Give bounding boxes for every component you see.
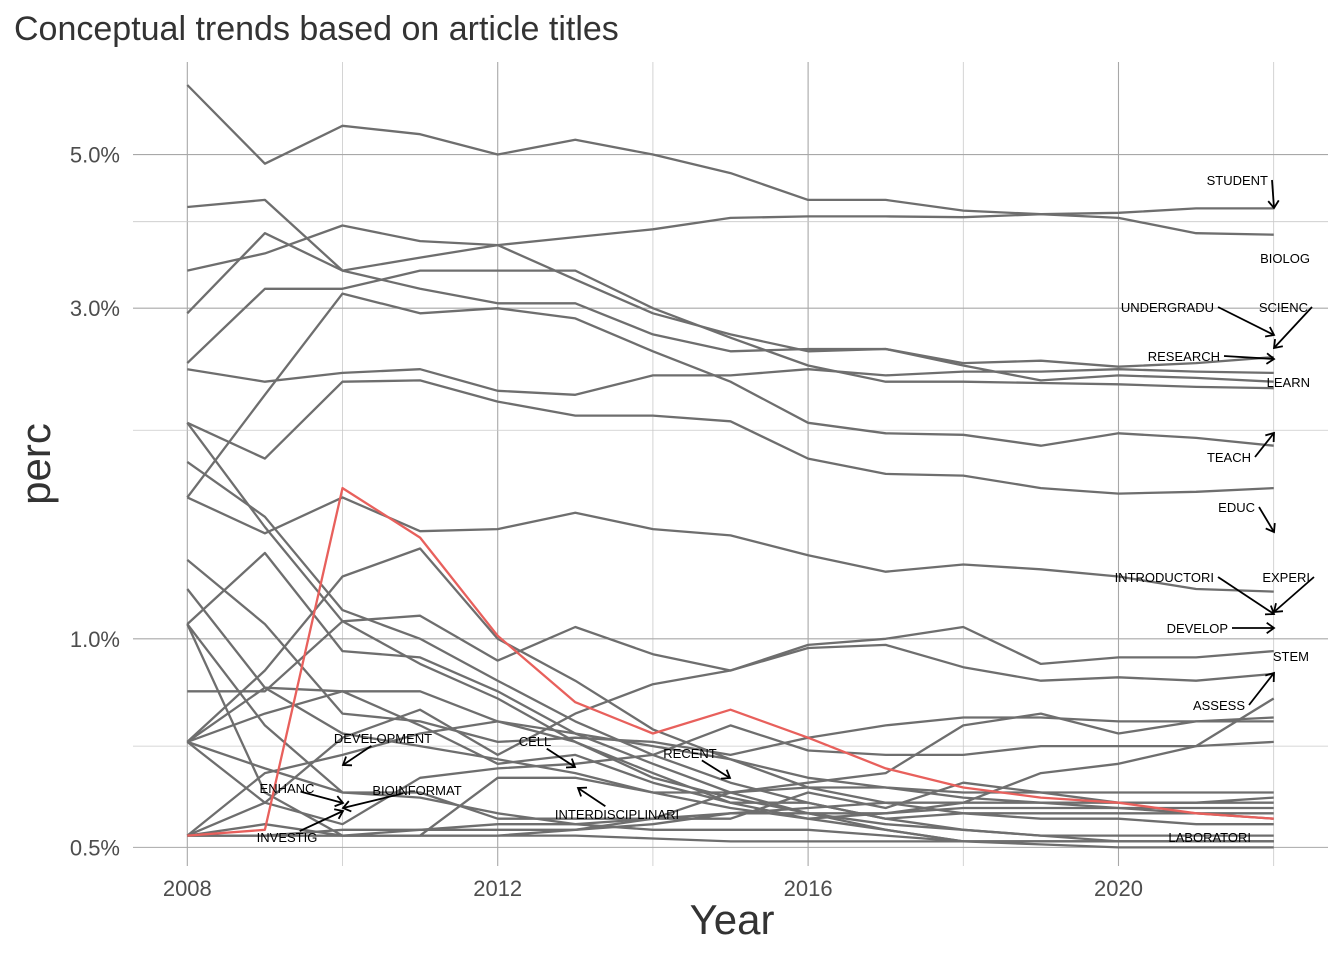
series-line-undergradu bbox=[186, 232, 1274, 383]
annotation-label-enhanc: ENHANC bbox=[260, 781, 315, 796]
series-line bbox=[186, 422, 1274, 837]
series-line-biolog bbox=[187, 198, 1274, 272]
annotation-arrow bbox=[299, 810, 344, 832]
annotation-label-development: DEVELOPMENT bbox=[334, 731, 432, 746]
series-line-experi bbox=[186, 559, 1274, 757]
annotation-arrowhead bbox=[720, 769, 732, 780]
series-line-learn bbox=[187, 368, 1274, 396]
annotation-arrow bbox=[342, 745, 372, 766]
x-tick-label: 2016 bbox=[784, 876, 833, 901]
annotation-arrow bbox=[701, 759, 731, 779]
annotation-arrow bbox=[1217, 576, 1275, 615]
series-line-scienc bbox=[187, 224, 1274, 368]
annotation-label-recent: RECENT bbox=[663, 746, 717, 761]
annotation-arrowhead bbox=[341, 756, 353, 767]
annotation-arrow bbox=[1271, 179, 1275, 209]
annotation-arrowhead bbox=[1265, 431, 1275, 443]
series-line-student bbox=[186, 84, 1274, 236]
series-line bbox=[186, 623, 1274, 837]
annotation-arrowhead bbox=[1264, 605, 1276, 616]
y-tick-label: 3.0% bbox=[70, 296, 120, 321]
annotation-arrowhead bbox=[1264, 326, 1276, 338]
series-line bbox=[186, 690, 1274, 820]
annotation-label-experi: EXPERI bbox=[1262, 570, 1310, 585]
annotation-label-bioinformat: BIOINFORMAT bbox=[372, 783, 461, 798]
series-line-introductori bbox=[186, 496, 1274, 593]
annotation-label-interdisciplinari: INTERDISCIPLINARI bbox=[555, 807, 679, 822]
annotation-arrowhead bbox=[1265, 671, 1275, 683]
x-tick-label: 2020 bbox=[1094, 876, 1143, 901]
y-tick-label: 1.0% bbox=[70, 627, 120, 652]
annotation-label-introductori: INTRODUCTORI bbox=[1115, 570, 1214, 585]
annotation-label-learn: LEARN bbox=[1267, 375, 1310, 390]
series-line bbox=[186, 547, 1274, 826]
annotation-label-cell: CELL bbox=[519, 734, 552, 749]
annotation-arrow bbox=[1254, 432, 1275, 458]
annotation-arrow bbox=[1217, 306, 1275, 336]
annotation-arrow bbox=[1273, 306, 1313, 349]
annotation-arrow bbox=[342, 792, 404, 809]
x-tick-label: 2008 bbox=[163, 876, 212, 901]
series-line-educ bbox=[186, 292, 1274, 499]
series-line bbox=[186, 460, 1274, 843]
annotation-arrowhead bbox=[333, 808, 345, 820]
annotation-label-stem: STEM bbox=[1273, 649, 1309, 664]
annotation-arrowhead bbox=[576, 786, 588, 797]
annotation-arrowhead bbox=[1267, 199, 1280, 210]
series-line bbox=[187, 801, 1274, 837]
series-line-assess bbox=[186, 724, 1274, 826]
series-line-teach bbox=[186, 379, 1274, 495]
annotation-label-student: STUDENT bbox=[1207, 173, 1268, 188]
annotation-label-educ: EDUC bbox=[1218, 500, 1255, 515]
annotation-arrow bbox=[1248, 672, 1275, 706]
annotation-label-laboratori: LABORATORI bbox=[1168, 830, 1251, 845]
annotation-arrowhead bbox=[1272, 338, 1284, 350]
y-tick-label: 0.5% bbox=[70, 835, 120, 860]
annotation-label-biolog: BIOLOG bbox=[1260, 251, 1310, 266]
annotation-arrow bbox=[1273, 576, 1315, 613]
annotation-label-investig: INVESTIG bbox=[257, 830, 318, 845]
annotation-label-scienc: SCIENC bbox=[1259, 300, 1308, 315]
axis-ticks: 2008 2012 2016 2020 0.5% 1.0% 3.0% 5.0% bbox=[70, 143, 1143, 901]
series-line-research bbox=[186, 269, 1274, 390]
annotation-arrowhead bbox=[1272, 603, 1284, 614]
x-tick-label: 2012 bbox=[473, 876, 522, 901]
annotation-arrow bbox=[1258, 506, 1275, 533]
series-line-stem bbox=[187, 697, 1275, 837]
annotation-arrowhead bbox=[1265, 352, 1276, 365]
annotation-label-research: RESEARCH bbox=[1148, 349, 1220, 364]
annotation-label-assess: ASSESS bbox=[1193, 698, 1245, 713]
annotation-arrowhead bbox=[565, 758, 577, 769]
annotation-arrowhead bbox=[1265, 522, 1276, 534]
series-line-develop bbox=[187, 614, 1274, 693]
annotation-arrow bbox=[300, 790, 344, 804]
annotation-arrowhead bbox=[1266, 621, 1276, 635]
x-axis-label: Year bbox=[689, 896, 775, 943]
series-line bbox=[187, 486, 1274, 837]
y-tick-label: 5.0% bbox=[70, 143, 120, 168]
annotation-label-undergradu: UNDERGRADU bbox=[1121, 300, 1214, 315]
annotation-arrowhead bbox=[341, 800, 352, 813]
annotation-arrow bbox=[577, 787, 606, 807]
series-line bbox=[186, 740, 1274, 820]
annotation-label-teach: TEACH bbox=[1207, 450, 1251, 465]
series-lines bbox=[186, 84, 1275, 849]
annotation-label-develop: DEVELOP bbox=[1167, 621, 1228, 636]
series-line-development bbox=[186, 625, 1274, 837]
line-annotations: STUDENT BIOLOG SCIENC UNDERGRADU RESEARCH LEA… bbox=[257, 173, 1315, 845]
chart-title: Conceptual trends based on article title… bbox=[14, 10, 619, 48]
annotation-arrow bbox=[546, 747, 576, 768]
series-line-enhanc bbox=[186, 623, 1274, 843]
annotation-arrow bbox=[1223, 355, 1275, 360]
annotation-arrowhead bbox=[334, 795, 345, 808]
